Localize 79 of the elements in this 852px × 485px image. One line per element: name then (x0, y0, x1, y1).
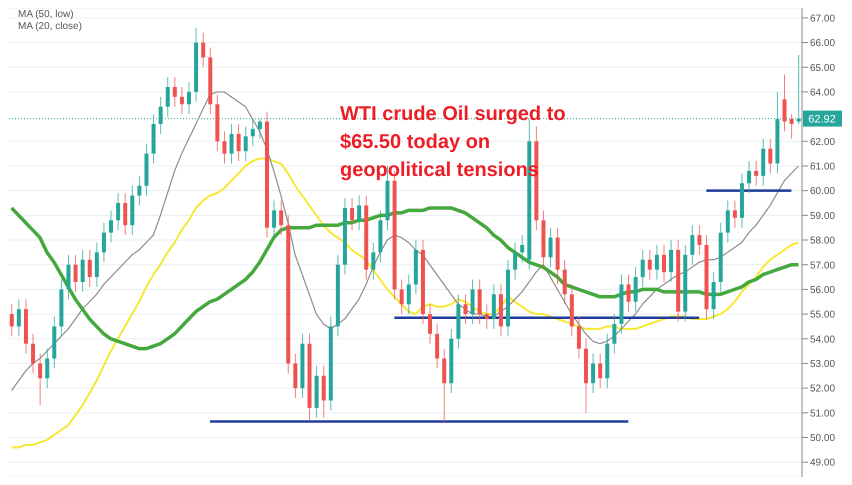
y-tick-label: 50.00 (810, 433, 836, 444)
candlestick (10, 304, 14, 337)
candlestick (74, 254, 78, 292)
y-tick-label: 49.00 (810, 458, 836, 469)
candlestick (669, 240, 674, 282)
y-tick-label: 52.00 (810, 384, 836, 395)
candlestick (272, 200, 276, 238)
candlestick (513, 242, 518, 280)
candlestick (428, 304, 432, 344)
candlestick (463, 294, 468, 324)
y-tick-label: 65.00 (810, 62, 836, 74)
candlestick (116, 192, 120, 231)
candlestick (690, 224, 694, 266)
y-tick-label: 55.00 (810, 310, 836, 321)
candlestick (244, 126, 248, 162)
candlestick (258, 118, 262, 140)
y-tick-label: 58.00 (810, 236, 836, 247)
candlestick (548, 227, 553, 268)
ref-line-label: 62.92 (808, 114, 836, 126)
candlestick (31, 333, 36, 374)
candlestick (782, 74, 787, 132)
candlestick (45, 348, 50, 389)
candlestick (598, 353, 602, 389)
candlestick (484, 304, 489, 330)
line-series (10, 206, 800, 350)
candlestick (732, 200, 737, 228)
y-tick-label: 53.00 (810, 359, 836, 370)
candlestick (279, 200, 284, 236)
candlestick (137, 175, 142, 206)
candlestick (654, 244, 659, 280)
candlestick (201, 32, 206, 68)
candlestick (747, 160, 752, 194)
candlestick (16, 298, 21, 337)
candlestick (102, 222, 106, 263)
candlestick (612, 314, 616, 354)
candlestick (726, 200, 730, 243)
candlestick (350, 198, 354, 231)
candlestick (230, 124, 234, 164)
candlestick (187, 82, 192, 115)
candlestick (109, 210, 114, 243)
candlestick (123, 192, 128, 236)
line-series (10, 91, 800, 392)
candlestick (88, 249, 92, 288)
candlestick (626, 274, 631, 312)
candlestick (236, 124, 241, 162)
candlestick (406, 274, 411, 315)
candlestick (754, 160, 758, 186)
candlestick (697, 224, 702, 256)
candlestick (662, 244, 666, 282)
line-series (10, 158, 800, 448)
candlestick (576, 316, 581, 360)
y-tick-label: 60.00 (810, 186, 836, 198)
annotation: MA (50, low) (18, 9, 74, 20)
y-tick-label: 54.00 (810, 334, 836, 346)
candlestick (166, 76, 170, 118)
candlestick (180, 86, 184, 115)
candlestick (640, 249, 645, 288)
y-tick-label: 57.00 (810, 260, 836, 272)
y-tick-label: 62.00 (810, 136, 836, 148)
y-tick-label: 56.00 (810, 284, 836, 296)
y-tick-label: 64.00 (810, 87, 836, 98)
y-tick-label: 59.00 (810, 210, 836, 222)
candlestick (790, 114, 794, 140)
candlestick (768, 138, 772, 174)
candlestick (357, 195, 362, 231)
y-tick-label: 61.00 (810, 162, 836, 173)
candlestick (400, 279, 404, 315)
annotation: MA (20, close) (18, 21, 82, 32)
candlestick (591, 353, 596, 394)
y-tick-label: 51.00 (810, 408, 836, 420)
y-tick-label: 66.00 (810, 38, 836, 50)
candlestick (80, 249, 85, 292)
candlestick (520, 234, 524, 263)
candlestick (648, 249, 652, 280)
candlestick (222, 130, 226, 164)
y-tick-label: 67.00 (810, 13, 836, 24)
candlestick (38, 353, 42, 406)
candlestick (172, 76, 177, 108)
candlestick (371, 242, 376, 280)
